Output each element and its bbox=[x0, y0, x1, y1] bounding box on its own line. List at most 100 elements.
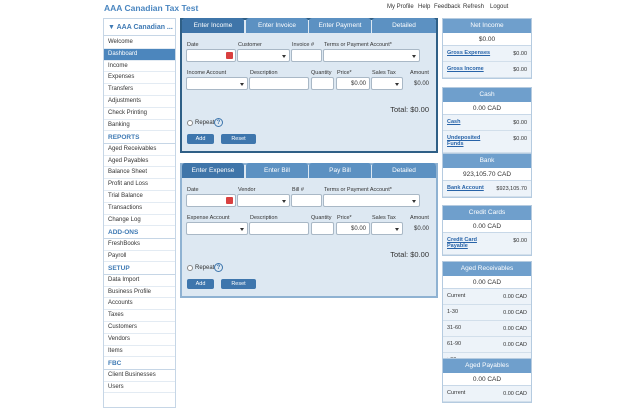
nav-item[interactable]: Aged Receivables bbox=[104, 144, 175, 156]
add-button[interactable]: Add bbox=[187, 134, 214, 144]
text-field[interactable] bbox=[311, 222, 334, 235]
row-label[interactable]: Cash bbox=[447, 119, 461, 125]
form-tab[interactable]: Enter Invoice bbox=[246, 18, 308, 33]
form-tab[interactable]: Detailed bbox=[372, 163, 436, 178]
nav-item[interactable]: Aged Payables bbox=[104, 156, 175, 168]
nav-item[interactable]: Users bbox=[104, 382, 175, 394]
text-field[interactable] bbox=[311, 77, 334, 90]
row-value: $0.00 bbox=[513, 67, 527, 73]
nav-item[interactable]: Expenses bbox=[104, 72, 175, 85]
row-label[interactable]: Credit Card Payable bbox=[447, 237, 477, 249]
widget-row: 31-60 0.00 CAD bbox=[443, 321, 531, 337]
text-field[interactable]: $0.00 bbox=[336, 222, 370, 235]
reset-button[interactable]: Reset bbox=[221, 279, 256, 289]
field-label: Description bbox=[250, 70, 278, 76]
row-label[interactable]: Undeposited Funds bbox=[447, 135, 481, 147]
select-field[interactable] bbox=[371, 77, 403, 90]
text-field[interactable]: $0.00 bbox=[336, 77, 370, 90]
form-tab[interactable]: Pay Bill bbox=[309, 163, 371, 178]
calendar-icon[interactable] bbox=[226, 52, 233, 59]
nav-item[interactable]: Business Profile bbox=[104, 287, 175, 299]
calendar-icon[interactable] bbox=[226, 197, 233, 204]
nav-item[interactable]: Income bbox=[104, 61, 175, 73]
field-label: Expense Account bbox=[187, 215, 230, 221]
text-field[interactable] bbox=[291, 194, 322, 207]
field-label: Amount bbox=[410, 215, 429, 221]
help-icon[interactable]: ? bbox=[214, 118, 223, 127]
field-label: Income Account bbox=[187, 70, 227, 76]
price-value: $0.00 bbox=[350, 226, 366, 232]
field-label: Date bbox=[187, 187, 199, 193]
business-selector[interactable]: ▼ AAA Canadian ... bbox=[104, 19, 175, 36]
text-field[interactable] bbox=[186, 49, 236, 62]
nav-item[interactable]: Change Log bbox=[104, 215, 175, 227]
field-label: Terms or Payment Account* bbox=[324, 187, 392, 193]
reset-button[interactable]: Reset bbox=[221, 134, 256, 144]
nav-item[interactable]: Data Import bbox=[104, 275, 175, 287]
summary-widget: Cash 0.00 CAD Cash $0.00 Undeposited Funds $0… bbox=[442, 87, 532, 154]
widget-title: Aged Payables bbox=[443, 359, 531, 373]
widget-row: 1-30 0.00 CAD bbox=[443, 305, 531, 321]
form-tab[interactable]: Enter Payment bbox=[309, 18, 371, 33]
nav-item[interactable]: FreshBooks bbox=[104, 239, 175, 251]
nav-item[interactable]: Profit and Loss bbox=[104, 179, 175, 191]
select-field[interactable] bbox=[237, 49, 290, 62]
nav-item[interactable]: Dashboard bbox=[104, 48, 175, 61]
select-field[interactable] bbox=[186, 77, 248, 90]
nav-section: FBC bbox=[104, 358, 175, 370]
repeat-checkbox[interactable] bbox=[187, 265, 193, 271]
text-field[interactable] bbox=[186, 194, 236, 207]
select-field[interactable] bbox=[323, 49, 420, 62]
nav-item[interactable]: Accounts bbox=[104, 298, 175, 311]
form-tab[interactable]: Enter Expense bbox=[182, 163, 244, 178]
top-link[interactable]: Refresh bbox=[463, 4, 485, 10]
text-field[interactable] bbox=[249, 222, 309, 235]
row-label[interactable]: Bank Account bbox=[447, 185, 484, 191]
summary-widget: Credit Cards 0.00 CAD Credit Card Payable $… bbox=[442, 205, 532, 256]
widget-row: Gross Expenses $0.00 bbox=[443, 46, 531, 62]
nav-item[interactable]: Balance Sheet bbox=[104, 167, 175, 180]
nav-item[interactable]: Client Businesses bbox=[104, 370, 175, 382]
nav-item[interactable]: Taxes bbox=[104, 310, 175, 322]
repeat-checkbox[interactable] bbox=[187, 120, 193, 126]
nav-item[interactable]: Trial Balance bbox=[104, 191, 175, 203]
help-icon[interactable]: ? bbox=[214, 263, 223, 272]
nav-item[interactable]: Welcome bbox=[104, 37, 175, 49]
top-link[interactable]: My Profile bbox=[387, 4, 414, 10]
field-label: Price* bbox=[337, 215, 352, 221]
nav-item[interactable]: Adjustments bbox=[104, 96, 175, 108]
row-label[interactable]: Gross Expenses bbox=[447, 50, 491, 56]
top-link[interactable]: Help bbox=[418, 4, 431, 10]
nav-section: ADD-ONS bbox=[104, 227, 175, 239]
top-link[interactable]: Logout bbox=[490, 4, 509, 10]
business-name: AAA Canadian ... bbox=[116, 24, 173, 31]
row-label[interactable]: Gross Income bbox=[447, 66, 484, 72]
form-tab[interactable]: Detailed bbox=[372, 18, 436, 33]
add-button[interactable]: Add bbox=[187, 279, 214, 289]
row-value: $0.00 bbox=[513, 136, 527, 142]
top-link[interactable]: Feedback bbox=[434, 4, 461, 10]
nav-item[interactable]: Vendors bbox=[104, 334, 175, 346]
select-field[interactable] bbox=[237, 194, 290, 207]
form-tab[interactable]: Enter Income bbox=[182, 18, 244, 33]
widget-summary: 923,105.70 CAD bbox=[443, 168, 531, 181]
select-field[interactable] bbox=[371, 222, 403, 235]
text-field[interactable] bbox=[249, 77, 309, 90]
text-field[interactable] bbox=[291, 49, 322, 62]
select-field[interactable] bbox=[323, 194, 420, 207]
select-field[interactable] bbox=[186, 222, 248, 235]
row-value: $923,105.70 bbox=[496, 186, 527, 192]
nav-item[interactable]: Check Printing bbox=[104, 108, 175, 120]
app-title[interactable]: AAA Canadian Tax Test bbox=[104, 3, 199, 13]
nav-item[interactable]: Items bbox=[104, 346, 175, 358]
nav-item[interactable]: Payroll bbox=[104, 251, 175, 263]
summary-widget: Bank 923,105.70 CAD Bank Account $923,105.7… bbox=[442, 153, 532, 198]
nav-item[interactable]: Transfers bbox=[104, 84, 175, 96]
nav-section: SETUP bbox=[104, 263, 175, 275]
widget-row: Credit Card Payable $0.00 bbox=[443, 233, 531, 255]
form-tab[interactable]: Enter Bill bbox=[246, 163, 308, 178]
summary-widget: Net Income $0.00 Gross Expenses $0.00 Gross … bbox=[442, 18, 532, 79]
nav-item[interactable]: Banking bbox=[104, 120, 175, 132]
nav-item[interactable]: Customers bbox=[104, 322, 175, 334]
nav-item[interactable]: Transactions bbox=[104, 203, 175, 215]
